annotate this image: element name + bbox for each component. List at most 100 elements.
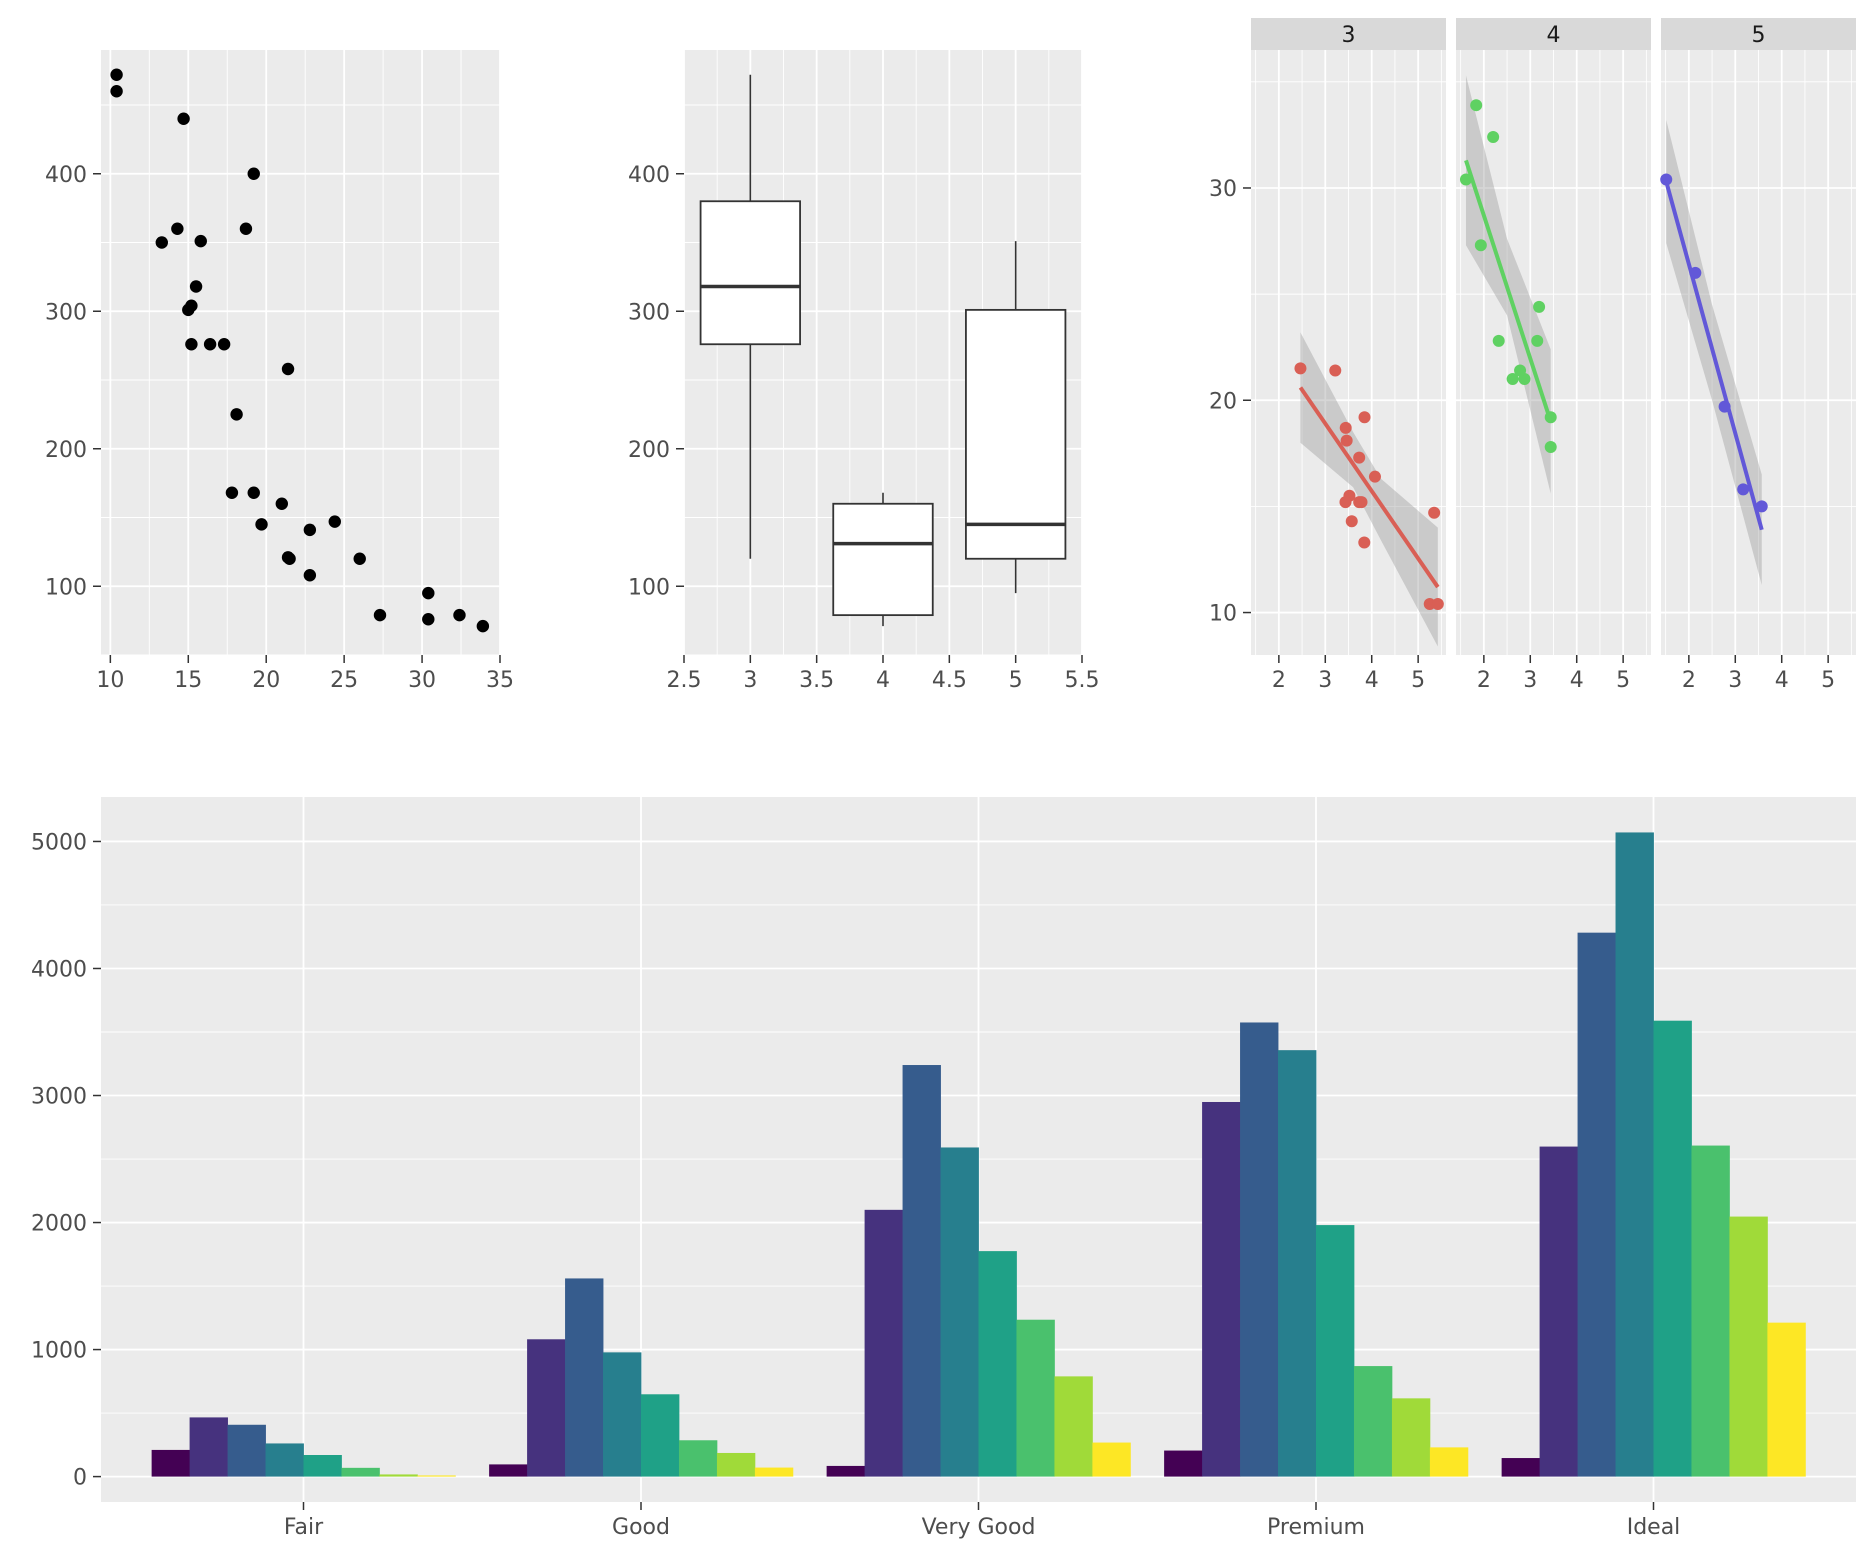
scatter-point	[189, 280, 203, 293]
x-tick-label: 3	[1318, 668, 1332, 693]
facet-point	[1755, 500, 1768, 513]
box-4	[832, 492, 934, 627]
facet-point	[1431, 598, 1444, 611]
facet-point	[1353, 451, 1366, 464]
x-tick-label: 2.5	[667, 668, 702, 693]
scatter-point	[230, 408, 243, 421]
bar-premium-series-5	[1316, 1225, 1355, 1477]
facet-point	[1339, 421, 1352, 434]
x-tick-label: 3	[1523, 668, 1537, 693]
scatter-point	[247, 167, 260, 180]
box-body	[699, 200, 801, 346]
category-label: Premium	[1267, 1515, 1365, 1540]
facet-point	[1428, 506, 1441, 519]
bar-good-series-6	[678, 1440, 718, 1477]
category-label: Ideal	[1627, 1515, 1681, 1540]
y-tick-label: 300	[628, 300, 670, 325]
bar-ideal-series-6	[1691, 1145, 1730, 1477]
scatter-point	[281, 362, 295, 376]
facet-strip	[1251, 18, 1446, 50]
x-tick-label: 2	[1272, 668, 1286, 693]
x-tick-label: 2	[1477, 668, 1491, 693]
bar-very-good-series-1	[826, 1465, 865, 1477]
facet-point	[1474, 239, 1487, 252]
bar-good-series-8	[754, 1467, 794, 1477]
scatter-point	[476, 619, 490, 633]
bar-good-series-1	[489, 1464, 528, 1477]
scatter-point	[171, 222, 184, 235]
facet-strip	[1456, 18, 1651, 50]
x-tick-label: 5	[1821, 668, 1835, 693]
facet-strip-label: 4	[1547, 23, 1561, 48]
scatter-point	[353, 552, 366, 565]
facet-point	[1470, 99, 1483, 112]
bar-very-good-series-7	[1054, 1376, 1093, 1477]
x-tick-label: 25	[330, 668, 358, 693]
bar-good-series-7	[716, 1452, 756, 1477]
y-tick-label: 1000	[31, 1339, 87, 1364]
scatter-point	[203, 338, 217, 351]
x-tick-label: 4	[1570, 668, 1584, 693]
scatter-point	[275, 497, 288, 510]
x-tick-label: 10	[96, 668, 124, 693]
y-tick-label: 400	[628, 163, 670, 188]
bar-premium-series-2	[1202, 1101, 1241, 1477]
bar-ideal-series-5	[1653, 1020, 1692, 1477]
bar-ideal-series-2	[1539, 1146, 1578, 1477]
y-tick-label: 30	[1209, 177, 1237, 202]
regression-line	[1298, 386, 1440, 589]
scatter-point	[303, 569, 317, 582]
box-3	[699, 74, 801, 559]
bar-very-good-series-2	[864, 1209, 903, 1477]
bar-fair-series-6	[341, 1467, 380, 1477]
facet-strip-label: 5	[1752, 23, 1766, 48]
x-tick-label: 3	[743, 668, 757, 693]
scatter-point	[373, 608, 387, 622]
y-tick-label: 2000	[31, 1212, 87, 1237]
x-tick-label: 15	[174, 668, 202, 693]
facet-point	[1358, 411, 1371, 424]
x-tick-label: 5	[1009, 668, 1023, 693]
bar-fair-series-5	[303, 1455, 342, 1477]
y-tick-label: 4000	[31, 957, 87, 982]
facet-point	[1544, 440, 1557, 453]
x-tick-label: 30	[408, 668, 436, 693]
bar-fair-series-8	[417, 1475, 456, 1477]
bar-premium-series-6	[1353, 1366, 1393, 1477]
facet-point	[1355, 496, 1368, 509]
boxplot-panel: 100 200 300 400 2.5 3 3.5 4 4.5 5 5.5	[628, 50, 1100, 693]
x-tick-label: 20	[252, 668, 280, 693]
bar-very-good-series-3	[902, 1065, 941, 1477]
bar-premium-series-3	[1240, 1022, 1279, 1477]
facet-strip	[1661, 18, 1856, 50]
facet-point	[1294, 362, 1307, 375]
scatter-point	[255, 518, 268, 531]
y-tick-label: 100	[628, 575, 670, 600]
bar-fair-series-7	[379, 1474, 418, 1477]
y-tick-label: 3000	[31, 1085, 87, 1110]
box-body	[965, 308, 1067, 560]
bar-fair-series-3	[227, 1424, 266, 1477]
x-tick-label: 3	[1728, 668, 1742, 693]
x-tick-label: 4.5	[932, 668, 967, 693]
bar-ideal-series-3	[1577, 932, 1616, 1477]
y-tick-label: 300	[45, 300, 87, 325]
facet-point	[1339, 496, 1352, 509]
facet-point	[1329, 364, 1342, 377]
scatter-point	[239, 222, 253, 235]
y-tick-label: 20	[1209, 389, 1237, 414]
facet-point	[1660, 173, 1673, 186]
facet-panel-5: 2 3 4 5 5	[1660, 18, 1856, 693]
category-label: Very Good	[922, 1515, 1036, 1540]
bar-fair-series-2	[189, 1417, 228, 1477]
x-tick-label: 5	[1411, 668, 1425, 693]
scatter-panel: 100 200 300 400 10 15 20 25 30 35	[45, 50, 514, 693]
facet-point	[1345, 515, 1358, 528]
facet-point	[1358, 536, 1371, 549]
bar-good-series-3	[565, 1278, 604, 1477]
facet-point	[1514, 364, 1527, 377]
bar-premium-series-7	[1391, 1398, 1431, 1477]
bar-ideal-series-7	[1729, 1216, 1768, 1477]
y-tick-label: 200	[628, 438, 670, 463]
y-tick-label: 100	[45, 575, 87, 600]
